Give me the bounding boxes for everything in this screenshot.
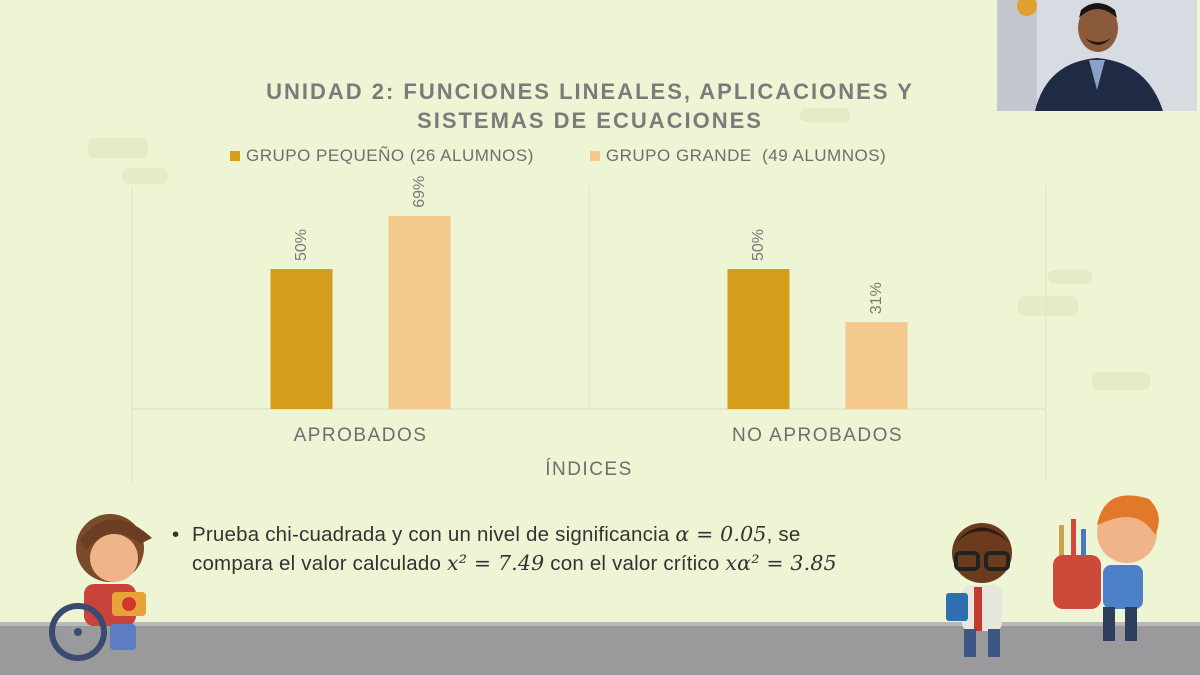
chart-legend: GRUPO PEQUEÑO (26 ALUMNOS) GRUPO GRANDE … [230, 146, 970, 166]
bullet-marker: • [172, 523, 180, 546]
bar [727, 269, 790, 409]
bg-speck [1092, 372, 1150, 390]
bullet-line2-mid: con el valor crítico [544, 552, 726, 575]
data-label: 69% [411, 176, 428, 208]
chart-title: UNIDAD 2: FUNCIONES LINEALES, APLICACION… [180, 77, 1000, 135]
legend-label: GRUPO GRANDE (49 ALUMNOS) [605, 146, 887, 165]
legend-label: GRUPO PEQUEÑO (26 ALUMNOS) [246, 146, 534, 165]
bullet-text: • Prueba chi-cuadrada y con un nivel de … [172, 520, 932, 578]
bg-speck [1018, 296, 1078, 316]
x-axis-title: ÍNDICES [545, 459, 633, 480]
category-label: APROBADOS [294, 425, 428, 446]
chi-calculated: x² = 7.49 [446, 551, 545, 575]
floor-edge [0, 622, 1200, 626]
bg-speck [1048, 270, 1092, 284]
student-wheelchair-illustration [49, 514, 152, 661]
bullet-line2-text: compara el valor calculado [192, 552, 447, 575]
bg-speck [122, 168, 168, 184]
data-label: 31% [868, 282, 885, 314]
bullet-line1-end: , se [766, 523, 801, 546]
chart-title-line: UNIDAD 2: FUNCIONES LINEALES, APLICACION… [266, 79, 914, 104]
student-glasses-illustration [946, 523, 1012, 657]
chart-title-line: SISTEMAS DE ECUACIONES [417, 108, 763, 133]
bar [845, 322, 908, 409]
legend-item-large-group: GRUPO GRANDE (49 ALUMNOS) [589, 146, 887, 166]
bg-speck [88, 138, 148, 158]
legend-swatch [230, 151, 240, 161]
legend-item-small-group: GRUPO PEQUEÑO (26 ALUMNOS) [230, 146, 534, 166]
category-label: NO APROBADOS [732, 425, 903, 446]
bar [388, 215, 451, 409]
presenter-silhouette [997, 0, 1197, 111]
bar [270, 269, 333, 409]
chi-critical: xα² = 3.85 [725, 551, 837, 575]
presenter-video-feed [997, 0, 1197, 111]
data-label: 50% [293, 229, 310, 261]
legend-swatch [589, 151, 600, 161]
student-backpack-illustration [1053, 495, 1159, 641]
data-label: 50% [750, 229, 767, 261]
bullet-line1-text: Prueba chi-cuadrada y con un nivel de si… [192, 523, 676, 546]
alpha-value: α = 0.05 [675, 522, 767, 546]
bg-speck [800, 108, 850, 122]
